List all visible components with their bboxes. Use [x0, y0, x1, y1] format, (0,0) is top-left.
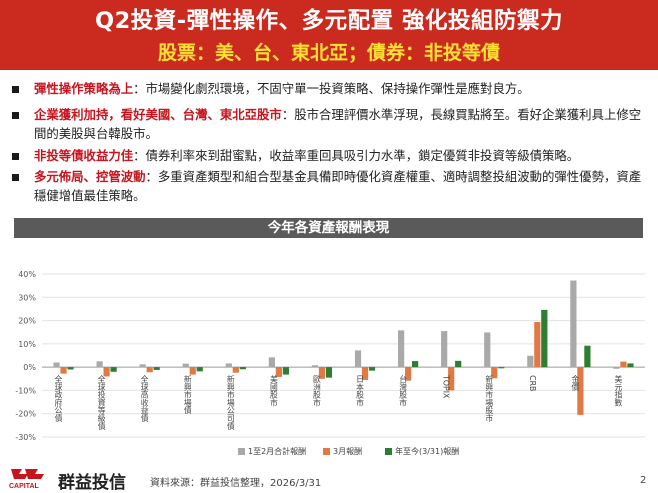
bar — [368, 367, 376, 371]
bar — [196, 367, 203, 372]
category-label: CRB — [528, 375, 537, 391]
bar — [498, 367, 505, 369]
bar — [620, 361, 627, 368]
category-label: 新興市場公司債 — [226, 374, 235, 431]
bar — [225, 363, 232, 368]
bullet-square-icon — [12, 153, 19, 160]
bar — [577, 367, 584, 415]
bar — [613, 367, 620, 369]
bar — [232, 367, 239, 373]
bar — [534, 321, 541, 368]
category-label: 台灣股市 — [399, 374, 408, 407]
category-label: 美元指數 — [614, 374, 623, 407]
bullet-square-icon — [12, 112, 19, 119]
logo-text: CAPITAL — [9, 483, 40, 490]
bar — [268, 357, 275, 368]
category-label: 美國股市 — [269, 374, 278, 407]
bar — [53, 362, 60, 368]
bar — [182, 363, 189, 368]
y-tick-label: 20% — [18, 317, 36, 326]
bullet-text: ：市場變化劇烈環境，不固守單一投資策略、保持操作彈性是應對良方。 — [133, 81, 530, 96]
legend-swatch — [323, 448, 330, 455]
page-number: 2 — [640, 475, 647, 486]
bar — [584, 345, 591, 368]
bar — [627, 363, 634, 368]
bar — [60, 367, 67, 374]
bar — [354, 350, 362, 368]
bar — [110, 367, 117, 372]
category-label: 新興市場股市 — [485, 374, 494, 423]
page-subtitle: 股票：美、台、東北亞；債券：非投等債 — [157, 42, 500, 64]
y-tick-label: -30% — [15, 433, 36, 442]
category-label: 日本股市 — [355, 375, 364, 407]
bar — [239, 367, 246, 370]
bar — [491, 367, 498, 379]
bar — [103, 367, 110, 377]
legend-label: 3月報酬 — [333, 447, 362, 456]
bar — [139, 364, 146, 368]
bar — [541, 309, 548, 368]
bullet-text: ：股市合理評價水準浮現，長線買點將至。看好企業獲利具上修空間的美股與台韓股市。 — [34, 107, 642, 141]
bar — [311, 365, 319, 368]
category-label: 全球投資等級債 — [97, 374, 106, 431]
bar — [318, 367, 326, 379]
header-banner: Q2投資-彈性操作、多元配置 強化投組防禦力 股票：美、台、東北亞；債券：非投等… — [0, 0, 658, 70]
bullet-item: 多元佈局、控管波動：多重資產類型和組合型基金具備即時優化資產權重、適時調整投組波… — [12, 168, 652, 205]
bar — [275, 367, 282, 377]
bullet-square-icon — [12, 86, 19, 93]
category-label: TOPIX — [442, 374, 451, 399]
y-tick-label: 10% — [18, 340, 36, 349]
bar — [96, 361, 103, 368]
y-tick-label: 0% — [23, 363, 36, 372]
bar — [441, 331, 448, 368]
y-tick-label: -10% — [15, 386, 36, 395]
bar — [189, 367, 196, 375]
bar — [282, 367, 289, 375]
bar — [527, 355, 534, 368]
y-tick-label: -20% — [15, 410, 36, 419]
legend-label: 年至今(3/31)報酬 — [395, 446, 459, 456]
bullet-highlight: 企業獲利加持，看好美國、台灣、東北亞股市 — [34, 107, 282, 122]
page-title: Q2投資-彈性操作、多元配置 強化投組防禦力 — [95, 8, 563, 34]
brand-name: 群益投信 — [58, 473, 126, 493]
category-label: 金價 — [571, 374, 580, 392]
bar — [455, 360, 462, 368]
bar — [448, 367, 455, 391]
bullet-highlight: 非投等債收益力佳 — [34, 148, 134, 163]
bullet-text: ：多重資產類型和組合型基金具備即時優化資產權重、適時調整投組波動的彈性優勢，資產… — [34, 169, 642, 203]
bullet-square-icon — [12, 174, 19, 181]
bar — [398, 330, 405, 368]
capital-logo-icon: CAPITAL — [9, 469, 44, 490]
bar — [146, 367, 153, 373]
category-label: 全球政府公債 — [54, 374, 63, 423]
bullet-highlight: 多元佈局、控管波動 — [34, 169, 146, 184]
y-tick-label: 30% — [18, 293, 36, 302]
category-label: 歐洲股市 — [312, 374, 321, 407]
legend-label: 1至2月合計報酬 — [248, 446, 306, 456]
bullet-text: ：債券利率來到甜蜜點，收益率重回具吸引力水準，鎖定優質非投資等級債策略。 — [133, 148, 580, 163]
bar — [153, 367, 160, 370]
category-label: 新興市場債 — [183, 374, 192, 415]
legend-swatch — [385, 448, 392, 455]
bar — [412, 361, 419, 368]
legend-swatch — [238, 448, 245, 455]
bar — [484, 332, 491, 368]
bar — [361, 367, 369, 380]
bar — [325, 367, 333, 378]
bar — [67, 367, 74, 370]
bullet-item: 彈性操作策略為上：市場變化劇烈環境，不固守單一投資策略、保持操作彈性是應對良方。 — [12, 80, 652, 99]
bullet-item: 非投等債收益力佳：債券利率來到甜蜜點，收益率重回具吸引力水準，鎖定優質非投資等級… — [12, 147, 652, 166]
bullet-item: 企業獲利加持，看好美國、台灣、東北亞股市：股市合理評價水準浮現，長線買點將至。看… — [12, 106, 652, 143]
y-tick-label: 40% — [18, 270, 36, 279]
category-label: 全球高收益債 — [140, 374, 149, 423]
bar — [405, 367, 412, 381]
bullet-highlight: 彈性操作策略為上 — [34, 81, 134, 96]
returns-bar-chart: 40% 30% 20% 10% 0% -10% -20% -30% 全球政府公債 全球投資等級債 全… — [15, 270, 645, 456]
bar — [570, 280, 577, 368]
source-note: 資料來源：群益投信整理，2026/3/31 — [150, 478, 322, 489]
chart-title: 今年各資產報酬表現 — [14, 218, 643, 238]
